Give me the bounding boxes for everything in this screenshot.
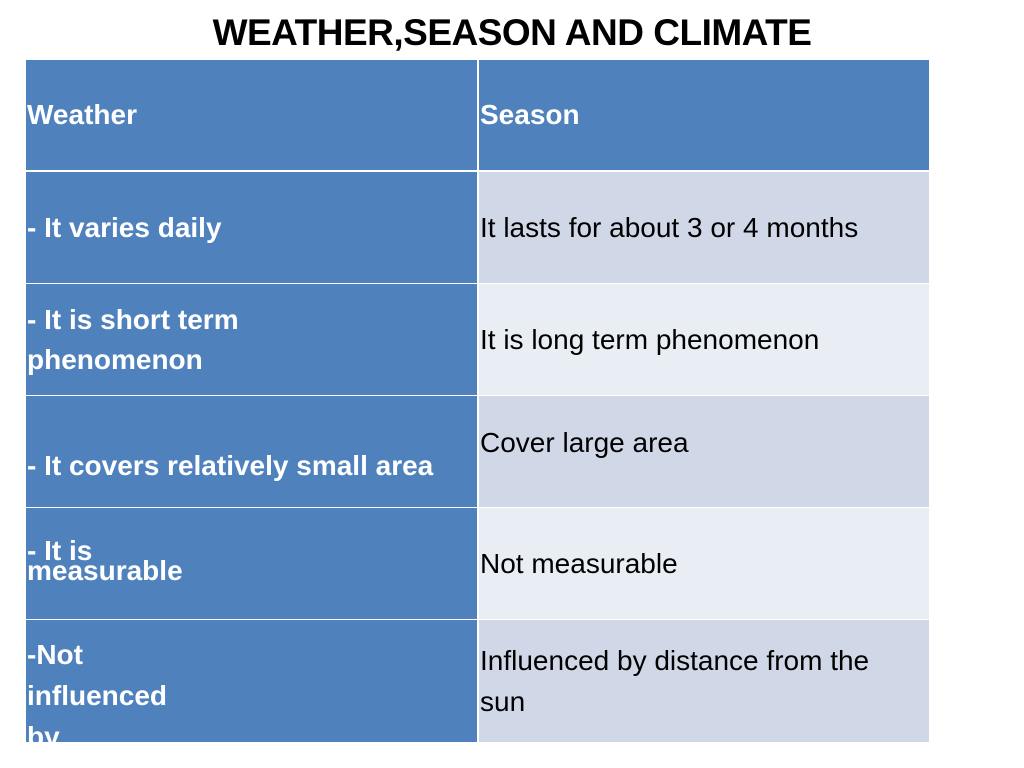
table-row: - It is short term phenomenon It is long… <box>26 284 929 395</box>
season-cell: Cover large area <box>479 396 929 507</box>
season-cell: It is long term phenomenon <box>479 284 929 395</box>
table-row: -Not influenced by distance from the sun… <box>26 620 929 742</box>
table-row: - It varies daily It lasts for about 3 o… <box>26 172 929 283</box>
page-title: WEATHER,SEASON AND CLIMATE <box>212 12 812 53</box>
table-header-row: Weather Season <box>26 60 929 170</box>
header-season: Season <box>479 60 929 170</box>
table-row: - It is measurable Not measurable <box>26 508 929 619</box>
weather-cell: -Not influenced by distance from the sun <box>26 620 477 742</box>
weather-cell: - It is measurable <box>26 508 477 619</box>
season-cell: Not measurable <box>479 508 929 619</box>
weather-cell: - It covers relatively small area <box>26 396 477 507</box>
season-cell: Influenced by distance from the sun <box>479 620 929 742</box>
header-weather: Weather <box>26 60 477 170</box>
table-row: - It covers relatively small area Cover … <box>26 396 929 507</box>
season-cell: It lasts for about 3 or 4 months <box>479 172 929 283</box>
weather-cell: - It varies daily <box>26 172 477 283</box>
weather-cell: - It is short term phenomenon <box>26 284 477 395</box>
